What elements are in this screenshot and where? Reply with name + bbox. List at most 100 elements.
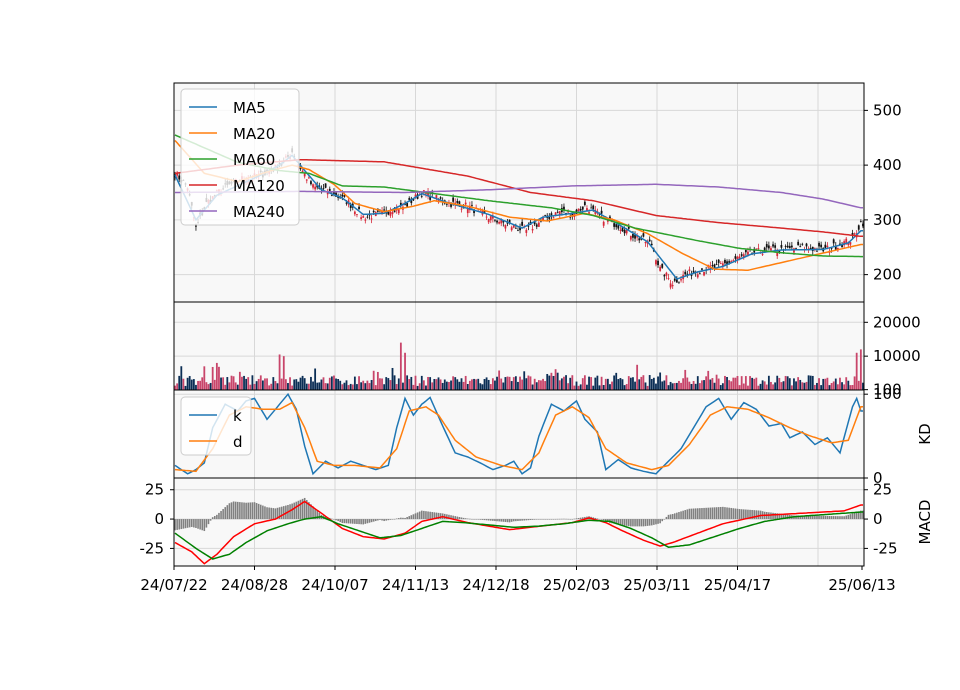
candle-body xyxy=(310,181,312,185)
macd-hist-bar xyxy=(692,508,695,520)
volume-bar xyxy=(542,378,544,390)
volume-bar xyxy=(477,378,480,390)
macd-hist-bar xyxy=(807,515,810,520)
macd-hist-bar xyxy=(372,519,375,522)
macd-hist-bar xyxy=(834,516,837,520)
volume-bar xyxy=(577,385,580,390)
macd-hist-bar xyxy=(414,513,417,520)
candle-body xyxy=(757,248,760,249)
macd-hist-bar xyxy=(644,519,647,527)
volume-bar xyxy=(364,383,367,390)
macd-hist-bar xyxy=(412,514,415,520)
candle-body xyxy=(613,223,616,227)
candle-body xyxy=(406,203,409,207)
candle-body xyxy=(581,206,584,210)
volume-bar xyxy=(853,376,856,390)
macd-hist-bar xyxy=(220,510,222,520)
volume-bar xyxy=(629,377,632,390)
volume-bar xyxy=(479,383,482,390)
macd-hist-bar xyxy=(492,519,494,521)
candle-body xyxy=(500,219,503,224)
volume-bar xyxy=(379,378,381,390)
volume-bar xyxy=(703,380,705,390)
volume-bar xyxy=(514,376,517,390)
candle-body xyxy=(728,261,731,263)
volume-bar xyxy=(606,378,609,390)
volume-bar xyxy=(370,380,373,390)
macd-hist-bar xyxy=(234,501,237,520)
volume-bar xyxy=(180,366,183,390)
volume-bar xyxy=(236,384,239,390)
candle-body xyxy=(717,259,720,263)
macd-hist-bar xyxy=(268,507,270,520)
candle-body xyxy=(629,235,632,240)
volume-bar xyxy=(655,383,657,390)
volume-bar xyxy=(826,377,829,390)
candle-body xyxy=(667,278,670,280)
macd-hist-bar xyxy=(747,509,749,520)
price-legend-label-ma240: MA240 xyxy=(233,203,285,221)
macd-hist-bar xyxy=(481,519,484,520)
macd-hist-bar xyxy=(707,507,710,520)
volume-bar xyxy=(192,379,195,390)
volume-bar xyxy=(820,385,823,390)
volume-bar xyxy=(724,375,726,390)
macd-hist-bar xyxy=(772,512,774,520)
macd-dea-line xyxy=(174,511,863,560)
candle-body xyxy=(517,230,519,232)
candle-body xyxy=(494,219,496,221)
volume-bar xyxy=(569,377,572,390)
macd-hist-bar xyxy=(293,502,296,520)
candle-body xyxy=(542,217,544,221)
macd-hist-bar xyxy=(627,519,630,527)
volume-bar xyxy=(337,378,340,390)
volume-bar xyxy=(544,381,547,390)
macd-hist-bar xyxy=(395,518,398,520)
volume-bar xyxy=(182,378,185,390)
volume-bar xyxy=(368,383,371,390)
macd-hist-bar xyxy=(770,512,772,520)
macd-hist-bar xyxy=(839,516,841,520)
candle-body xyxy=(583,201,586,205)
macd-hist-bar xyxy=(657,519,659,524)
macd-hist-bar xyxy=(857,511,860,520)
macd-hist-bar xyxy=(312,506,314,520)
volume-bar xyxy=(546,373,549,390)
volume-bar xyxy=(282,356,285,390)
volume-bar xyxy=(287,383,289,390)
volume-bar xyxy=(498,370,501,390)
macd-hist-bar xyxy=(406,517,408,520)
volume-bar xyxy=(358,376,360,390)
volume-bar xyxy=(335,378,337,390)
volume-bar xyxy=(259,375,262,390)
volume-bar xyxy=(818,378,820,390)
candle-body xyxy=(776,252,779,257)
volume-bar xyxy=(811,375,814,390)
candle-body xyxy=(383,209,386,211)
volume-bar xyxy=(502,382,505,390)
price-ytick-label: 400 xyxy=(873,156,902,174)
candle-body xyxy=(483,210,486,213)
candle-body xyxy=(324,183,327,188)
macd-hist-bar xyxy=(661,519,664,522)
volume-bar xyxy=(305,383,308,390)
macd-hist-bar xyxy=(531,519,534,520)
volume-bar xyxy=(433,379,436,390)
macd-hist-bar xyxy=(619,519,622,525)
volume-bar xyxy=(788,378,791,390)
volume-bar xyxy=(719,385,722,390)
volume-bar xyxy=(613,375,616,390)
volume-bar xyxy=(345,380,348,390)
macd-hist-bar xyxy=(705,507,707,520)
volume-bar xyxy=(241,376,243,390)
volume-bar xyxy=(632,377,634,390)
candle-body xyxy=(788,246,791,249)
macd-hist-bar xyxy=(579,517,582,520)
volume-bar xyxy=(776,375,779,390)
macd-hist-bar xyxy=(439,513,442,520)
volume-bar xyxy=(397,378,400,390)
volume-bar xyxy=(707,370,710,390)
macd-hist-bar xyxy=(374,519,377,522)
candle-body xyxy=(632,233,634,238)
macd-hist-bar xyxy=(216,514,218,520)
